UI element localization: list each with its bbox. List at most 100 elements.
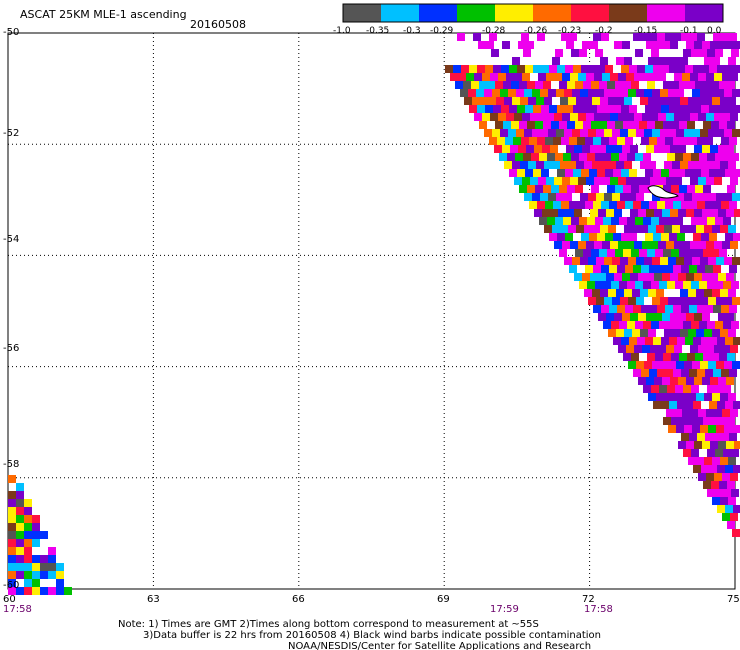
data-cell	[677, 105, 685, 113]
data-cell	[681, 137, 689, 145]
data-cell	[500, 129, 508, 137]
data-cell	[694, 313, 702, 321]
data-cell	[733, 337, 740, 345]
data-cell	[624, 97, 632, 105]
data-cell	[679, 353, 687, 361]
data-cell	[556, 193, 564, 201]
data-cell	[24, 499, 32, 507]
data-cell	[508, 129, 516, 137]
data-cell	[56, 587, 64, 595]
data-cell	[660, 361, 668, 369]
data-cell	[570, 177, 578, 185]
data-cell	[559, 81, 567, 89]
lon-label: 69	[437, 594, 450, 605]
data-cell	[505, 137, 513, 145]
data-cell	[614, 41, 622, 49]
data-cell	[589, 65, 597, 73]
data-cell	[610, 113, 618, 121]
data-cell	[657, 265, 665, 273]
data-cell	[651, 217, 659, 225]
data-cell	[594, 241, 602, 249]
lon-label: 75	[727, 594, 740, 605]
data-cell	[721, 137, 729, 145]
data-cell	[597, 233, 605, 241]
data-cell	[572, 89, 580, 97]
data-cell	[727, 353, 735, 361]
data-cell	[724, 361, 732, 369]
data-cell	[690, 241, 698, 249]
data-cell	[591, 81, 599, 89]
data-cell	[8, 515, 16, 523]
data-cell	[530, 113, 538, 121]
data-cell	[660, 297, 668, 305]
data-cell	[593, 201, 601, 209]
data-cell	[644, 361, 652, 369]
data-cell	[727, 417, 735, 425]
data-cell	[619, 281, 627, 289]
data-cell	[549, 233, 557, 241]
data-cell	[690, 409, 698, 417]
data-cell	[600, 57, 608, 65]
data-cell	[687, 417, 695, 425]
data-cell	[647, 353, 655, 361]
data-cell	[539, 153, 547, 161]
data-cell	[48, 547, 56, 555]
data-cell	[528, 97, 536, 105]
data-cell	[32, 539, 40, 547]
data-cell	[588, 193, 596, 201]
data-cell	[567, 121, 575, 129]
data-cell	[717, 465, 725, 473]
data-cell	[725, 401, 733, 409]
data-cell	[605, 65, 613, 73]
data-cell	[623, 81, 631, 89]
data-cell	[699, 217, 707, 225]
data-cell	[583, 81, 591, 89]
lon-label: 60	[3, 594, 16, 605]
data-cell	[514, 177, 522, 185]
data-cell	[32, 579, 40, 587]
colorbar-label: -0.2	[595, 26, 613, 36]
data-cell	[668, 89, 676, 97]
data-cell	[524, 193, 532, 201]
data-cell	[646, 41, 654, 49]
data-cell	[651, 321, 659, 329]
data-cell	[582, 145, 590, 153]
data-cell	[602, 241, 610, 249]
data-cell	[578, 73, 586, 81]
data-cell	[609, 305, 617, 313]
data-cell	[702, 441, 710, 449]
data-cell	[718, 209, 726, 217]
data-cell	[729, 201, 737, 209]
data-cell	[610, 177, 618, 185]
data-cell	[700, 297, 708, 305]
data-cell	[550, 209, 558, 217]
data-cell	[488, 97, 496, 105]
data-cell	[582, 273, 590, 281]
data-cell	[673, 305, 681, 313]
data-cell	[535, 185, 543, 193]
data-cell	[557, 65, 565, 73]
data-cell	[702, 377, 710, 385]
data-cell	[697, 33, 705, 41]
data-cell	[576, 161, 584, 169]
data-cell	[630, 209, 638, 217]
data-cell	[614, 313, 622, 321]
data-cell	[469, 65, 477, 73]
data-cell	[631, 81, 639, 89]
data-cell	[665, 201, 673, 209]
data-cell	[532, 193, 540, 201]
data-cell	[612, 89, 620, 97]
data-cell	[616, 289, 624, 297]
data-cell	[573, 65, 581, 73]
data-cell	[24, 571, 32, 579]
data-cell	[537, 33, 545, 41]
data-cell	[574, 145, 582, 153]
data-cell	[724, 193, 732, 201]
data-cell	[657, 137, 665, 145]
data-cell	[579, 281, 587, 289]
data-cell	[712, 457, 720, 465]
data-cell	[690, 177, 698, 185]
data-cell	[696, 457, 704, 465]
data-cell	[509, 169, 517, 177]
colorbar-frame	[342, 3, 724, 23]
